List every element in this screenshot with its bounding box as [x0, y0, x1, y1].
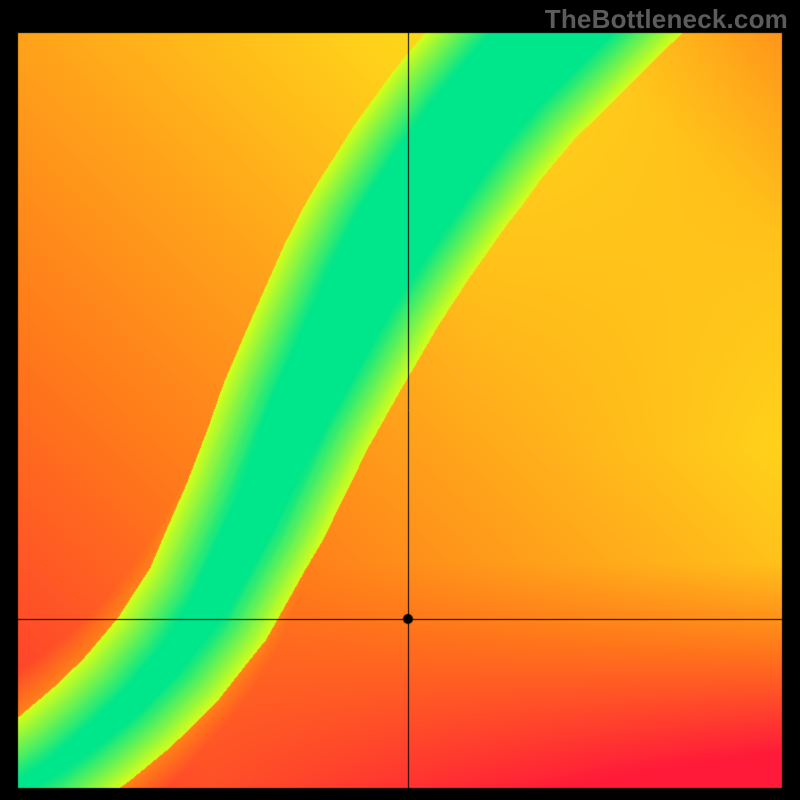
bottleneck-heatmap-canvas — [0, 0, 800, 800]
chart-container: TheBottleneck.com — [0, 0, 800, 800]
watermark-text: TheBottleneck.com — [545, 4, 788, 35]
